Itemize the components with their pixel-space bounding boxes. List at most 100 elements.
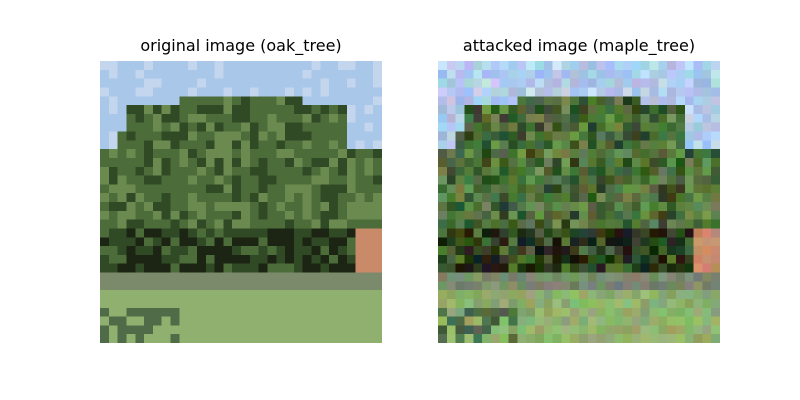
image-pixel — [373, 122, 382, 132]
image-pixel — [455, 219, 465, 229]
image-pixel — [144, 122, 153, 132]
image-pixel — [108, 157, 118, 167]
image-pixel — [249, 184, 259, 194]
image-pixel — [534, 175, 544, 185]
image-pixel — [346, 202, 356, 211]
image-pixel — [675, 263, 685, 273]
image-pixel — [543, 202, 553, 211]
image-pixel — [675, 202, 685, 211]
image-pixel — [346, 184, 356, 194]
image-pixel — [329, 219, 338, 229]
image-pixel — [161, 184, 171, 194]
image-pixel — [170, 157, 180, 167]
image-pixel — [631, 237, 641, 247]
image-pixel — [170, 96, 180, 106]
image-pixel — [329, 281, 338, 291]
image-pixel — [249, 149, 259, 158]
image-pixel — [205, 140, 215, 150]
image-pixel — [693, 325, 703, 335]
image-pixel — [711, 254, 720, 264]
image-pixel — [473, 184, 483, 194]
image-pixel — [302, 219, 312, 229]
image-pixel — [100, 281, 109, 291]
image-pixel — [570, 113, 579, 123]
image-pixel — [205, 166, 215, 176]
image-pixel — [205, 175, 215, 185]
image-pixel — [446, 157, 456, 167]
image-pixel — [346, 298, 356, 308]
image-pixel — [267, 325, 277, 335]
image-pixel — [135, 254, 145, 264]
image-pixel — [267, 149, 277, 158]
image-pixel — [302, 281, 312, 291]
image-pixel — [214, 105, 224, 114]
image-pixel — [276, 166, 286, 176]
image-pixel — [640, 219, 650, 229]
image-pixel — [561, 131, 571, 141]
image-pixel — [249, 263, 259, 273]
image-pixel — [596, 325, 606, 335]
image-pixel — [100, 272, 109, 282]
image-pixel — [302, 157, 312, 167]
image-pixel — [711, 140, 720, 150]
image-pixel — [614, 263, 624, 273]
image-pixel — [711, 166, 720, 176]
image-pixel — [170, 228, 180, 238]
image-pixel — [640, 246, 650, 255]
image-pixel — [108, 166, 118, 176]
image-pixel — [346, 149, 356, 158]
image-pixel — [561, 290, 571, 299]
image-pixel — [711, 219, 720, 229]
image-pixel — [267, 228, 277, 238]
image-pixel — [232, 193, 241, 202]
image-pixel — [100, 202, 109, 211]
image-pixel — [126, 290, 136, 299]
image-pixel — [364, 334, 374, 343]
image-pixel — [702, 281, 712, 291]
image-pixel — [711, 281, 720, 291]
image-pixel — [293, 237, 303, 247]
image-pixel — [667, 96, 676, 106]
image-pixel — [552, 272, 562, 282]
image-pixel — [205, 334, 215, 343]
image-pixel — [302, 175, 312, 185]
image-pixel — [364, 140, 374, 150]
image-pixel — [311, 325, 321, 335]
image-pixel — [126, 325, 136, 335]
image-pixel — [438, 237, 447, 247]
image-pixel — [196, 281, 206, 291]
image-pixel — [117, 105, 127, 114]
image-pixel — [170, 307, 180, 317]
image-pixel — [587, 157, 597, 167]
image-pixel — [241, 87, 250, 97]
image-pixel — [490, 210, 500, 220]
image-pixel — [649, 193, 659, 202]
image-pixel — [482, 78, 491, 88]
image-pixel — [623, 175, 632, 185]
image-pixel — [100, 193, 109, 202]
image-pixel — [684, 272, 694, 282]
image-pixel — [337, 113, 347, 123]
image-pixel — [464, 193, 474, 202]
image-pixel — [446, 87, 456, 97]
image-pixel — [464, 87, 474, 97]
image-pixel — [161, 325, 171, 335]
image-pixel — [249, 157, 259, 167]
image-pixel — [241, 281, 250, 291]
image-pixel — [329, 131, 338, 141]
image-pixel — [337, 69, 347, 79]
image-pixel — [455, 246, 465, 255]
image-pixel — [552, 228, 562, 238]
image-pixel — [223, 316, 233, 326]
image-pixel — [302, 149, 312, 158]
image-pixel — [455, 193, 465, 202]
image-pixel — [446, 298, 456, 308]
image-pixel — [623, 69, 632, 79]
image-pixel — [684, 228, 694, 238]
image-pixel — [482, 237, 491, 247]
image-pixel — [232, 78, 241, 88]
image-pixel — [675, 61, 685, 70]
image-pixel — [214, 78, 224, 88]
image-pixel — [455, 175, 465, 185]
image-pixel — [337, 219, 347, 229]
